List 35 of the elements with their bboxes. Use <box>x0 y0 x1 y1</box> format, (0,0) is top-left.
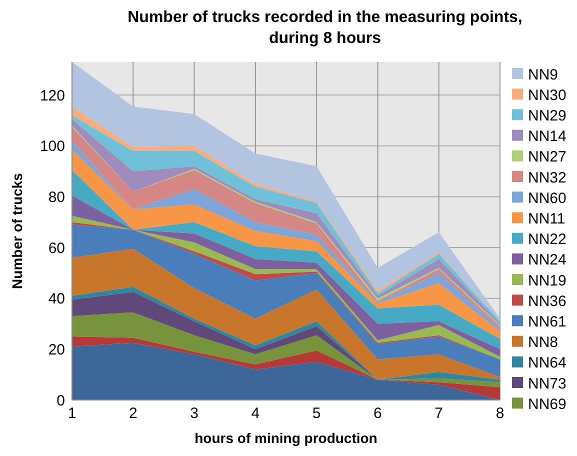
y-tick-label: 40 <box>48 290 65 308</box>
x-tick-label: 3 <box>190 405 198 422</box>
y-tick-label: 20 <box>48 341 65 358</box>
x-tick-label: 7 <box>434 405 444 422</box>
y-axis-title: Number of trucks <box>9 172 25 289</box>
x-tick-label: 2 <box>128 405 138 422</box>
legend-label: NN24 <box>528 252 566 269</box>
legend-label: NN73 <box>528 375 566 392</box>
legend-label: NN61 <box>528 313 566 330</box>
legend-label: NN14 <box>528 128 566 146</box>
x-tick-label: 8 <box>496 405 504 422</box>
legend-label: NN27 <box>528 148 566 166</box>
legend-label: NN69 <box>528 396 566 413</box>
y-tick-label: 0 <box>56 392 65 410</box>
legend-label: NN11 <box>528 210 566 228</box>
y-tick-label: 120 <box>40 87 65 104</box>
x-tick-label: 5 <box>312 405 321 422</box>
legend-label: NN9 <box>528 66 558 84</box>
legend-label: NN29 <box>528 107 566 124</box>
x-axis-title: hours of mining production <box>194 430 378 446</box>
legend-label: NN19 <box>528 272 566 290</box>
y-tick-label: 100 <box>40 138 65 156</box>
legend-label: NN32 <box>528 169 566 186</box>
x-tick-label: 1 <box>68 405 76 422</box>
chart-title: Number of trucks recorded in the measuring points, during 8 hours <box>128 9 522 47</box>
legend-label: NN64 <box>528 354 566 372</box>
legend-label: NN60 <box>528 190 566 207</box>
y-tick-label: 60 <box>48 240 65 257</box>
legend-label: NN36 <box>528 292 566 310</box>
legend-label: NN8 <box>528 334 558 352</box>
x-tick-label: 6 <box>374 405 382 422</box>
y-tick-label: 80 <box>48 188 65 206</box>
legend-label: NN22 <box>528 231 566 248</box>
legend-label: NN30 <box>528 86 566 104</box>
x-tick-label: 4 <box>251 405 260 422</box>
